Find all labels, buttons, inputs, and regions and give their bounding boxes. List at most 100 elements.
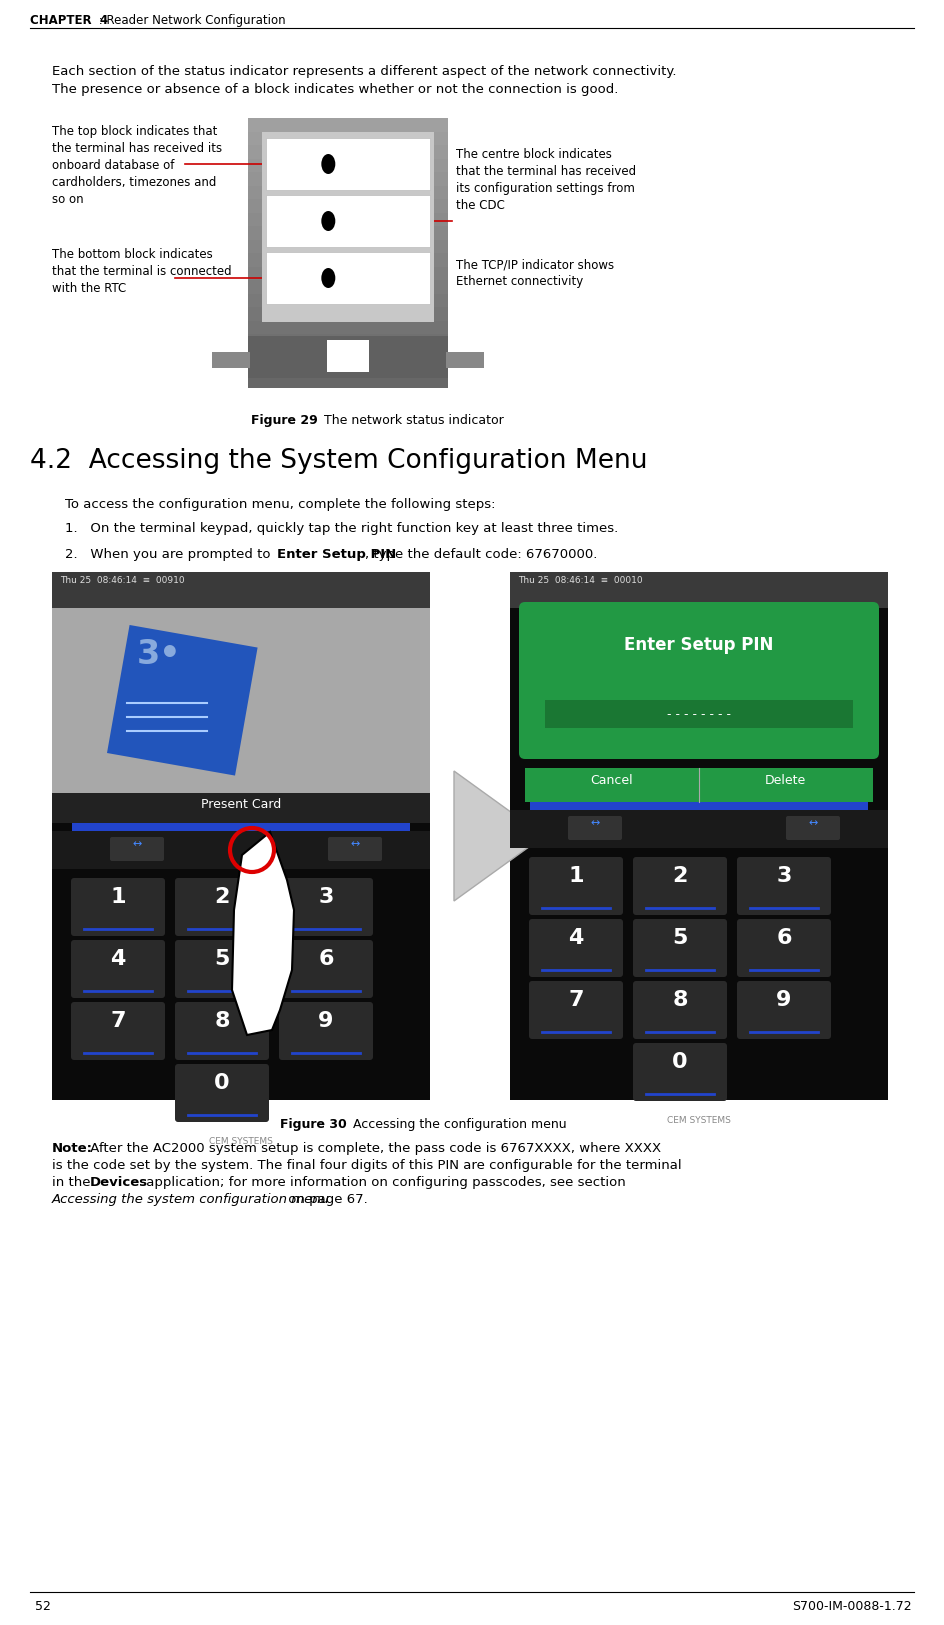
Text: ↔: ↔ — [808, 817, 818, 829]
Text: 2.   When you are prompted to: 2. When you are prompted to — [65, 548, 275, 561]
Text: 1.   On the terminal keypad, quickly tap the right function key at least three t: 1. On the terminal keypad, quickly tap t… — [65, 522, 618, 535]
Bar — [52, 572, 430, 1100]
Bar — [107, 626, 258, 775]
Text: on page 67.: on page 67. — [284, 1193, 368, 1206]
Text: Present Card: Present Card — [201, 798, 281, 811]
Bar — [52, 830, 430, 869]
FancyBboxPatch shape — [279, 878, 373, 936]
FancyBboxPatch shape — [279, 1003, 373, 1060]
FancyBboxPatch shape — [71, 878, 165, 936]
Text: 2: 2 — [672, 866, 687, 886]
Text: - - - - - - - -: - - - - - - - - — [667, 708, 731, 722]
Text: in the: in the — [52, 1176, 94, 1190]
Text: The centre block indicates
that the terminal has received
its configuration sett: The centre block indicates that the term… — [456, 148, 636, 211]
Bar — [248, 119, 448, 132]
Text: The TCP/IP indicator shows
Ethernet connectivity: The TCP/IP indicator shows Ethernet conn… — [456, 258, 615, 288]
Ellipse shape — [321, 268, 335, 288]
Text: Devices: Devices — [90, 1176, 148, 1190]
Text: Figure 29: Figure 29 — [251, 414, 318, 427]
Text: The bottom block indicates
that the terminal is connected
with the RTC: The bottom block indicates that the term… — [52, 249, 231, 296]
FancyBboxPatch shape — [175, 939, 269, 998]
Text: 6: 6 — [318, 949, 334, 968]
Text: 5: 5 — [672, 928, 687, 947]
FancyBboxPatch shape — [737, 920, 831, 977]
Bar — [248, 213, 448, 226]
FancyBboxPatch shape — [737, 982, 831, 1038]
Bar — [248, 266, 448, 279]
Ellipse shape — [321, 154, 335, 174]
Text: Enter Setup PIN: Enter Setup PIN — [277, 548, 396, 561]
Text: 7: 7 — [568, 990, 583, 1011]
Text: 4: 4 — [110, 949, 126, 968]
FancyBboxPatch shape — [633, 982, 727, 1038]
Bar — [248, 198, 448, 213]
FancyBboxPatch shape — [633, 1043, 727, 1102]
Bar — [52, 608, 430, 793]
Bar — [248, 254, 448, 266]
Text: The top block indicates that
the terminal has received its
onboard database of
c: The top block indicates that the termina… — [52, 125, 222, 206]
Bar — [248, 336, 448, 379]
Bar — [510, 572, 888, 1100]
Text: 3: 3 — [318, 887, 333, 907]
Text: CHAPTER  4: CHAPTER 4 — [30, 15, 109, 28]
Text: 1: 1 — [568, 866, 583, 886]
Text: 7: 7 — [110, 1011, 126, 1030]
Text: Thu 25  08:46:14  ≡  00910: Thu 25 08:46:14 ≡ 00910 — [60, 575, 185, 585]
Bar — [248, 172, 448, 185]
Text: Note:: Note: — [52, 1142, 93, 1155]
Polygon shape — [454, 770, 544, 900]
Text: 3•: 3• — [137, 639, 181, 671]
Text: 0: 0 — [672, 1051, 688, 1072]
Text: After the AC2000 system setup is complete, the pass code is 6767XXXX, where XXXX: After the AC2000 system setup is complet… — [86, 1142, 661, 1155]
Text: 5: 5 — [214, 949, 229, 968]
Bar — [248, 280, 448, 294]
Text: Thu 25  08:46:14  ≡  00010: Thu 25 08:46:14 ≡ 00010 — [518, 575, 643, 585]
Ellipse shape — [321, 211, 335, 231]
Bar — [530, 803, 868, 809]
Bar — [248, 239, 448, 254]
FancyBboxPatch shape — [529, 920, 623, 977]
Bar — [248, 320, 448, 335]
Text: ↔: ↔ — [132, 838, 142, 848]
Bar — [248, 335, 448, 348]
Text: Cancel: Cancel — [591, 774, 633, 786]
Text: The network status indicator: The network status indicator — [320, 414, 504, 427]
Text: 8: 8 — [672, 990, 688, 1011]
Text: ↔: ↔ — [590, 817, 599, 829]
Text: CEM SYSTEMS: CEM SYSTEMS — [209, 1138, 273, 1146]
Bar — [248, 226, 448, 239]
Text: Enter Setup PIN: Enter Setup PIN — [624, 635, 774, 653]
Text: 3: 3 — [776, 866, 792, 886]
Text: CEM SYSTEMS: CEM SYSTEMS — [667, 1116, 731, 1124]
Text: Accessing the system configuration menu: Accessing the system configuration menu — [52, 1193, 330, 1206]
Text: S700-IM-0088-1.72: S700-IM-0088-1.72 — [792, 1601, 912, 1614]
Bar — [510, 572, 888, 608]
Bar — [248, 185, 448, 198]
Bar — [327, 340, 369, 372]
Bar — [525, 769, 873, 803]
Bar — [248, 294, 448, 307]
Bar — [212, 353, 250, 367]
Text: To access the configuration menu, complete the following steps:: To access the configuration menu, comple… — [65, 497, 496, 510]
Bar — [266, 252, 430, 304]
FancyBboxPatch shape — [633, 856, 727, 915]
Bar — [510, 809, 888, 848]
Bar — [248, 145, 448, 159]
FancyBboxPatch shape — [786, 816, 840, 840]
Text: The presence or absence of a block indicates whether or not the connection is go: The presence or absence of a block indic… — [52, 83, 618, 96]
Text: 9: 9 — [318, 1011, 333, 1030]
FancyBboxPatch shape — [519, 601, 879, 759]
Text: application; for more information on configuring passcodes, see section: application; for more information on con… — [142, 1176, 626, 1190]
Text: : Reader Network Configuration: : Reader Network Configuration — [95, 15, 286, 28]
FancyBboxPatch shape — [633, 920, 727, 977]
FancyBboxPatch shape — [737, 856, 831, 915]
Text: Delete: Delete — [765, 774, 805, 786]
FancyBboxPatch shape — [529, 856, 623, 915]
Bar — [248, 307, 448, 320]
FancyBboxPatch shape — [110, 837, 164, 861]
Bar — [72, 822, 410, 830]
Text: , type the default code: 67670000.: , type the default code: 67670000. — [365, 548, 598, 561]
FancyBboxPatch shape — [328, 837, 382, 861]
Bar — [545, 700, 853, 728]
FancyBboxPatch shape — [71, 939, 165, 998]
